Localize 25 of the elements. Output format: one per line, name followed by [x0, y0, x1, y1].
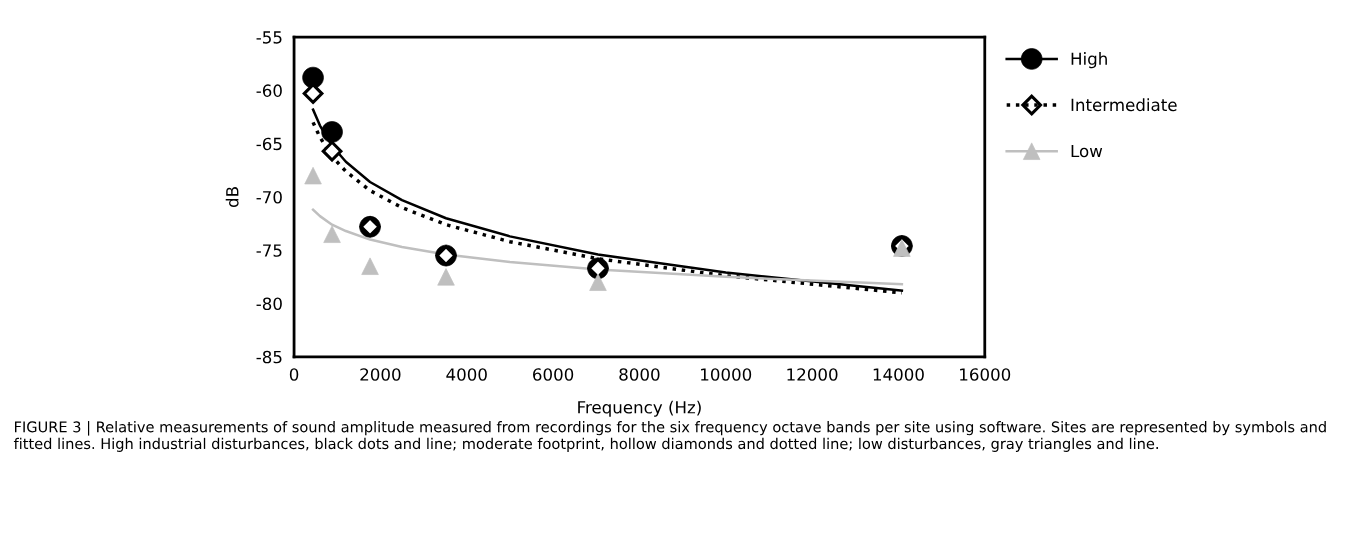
y-tick-label: -85: [256, 350, 282, 364]
y-tick-label: -70: [256, 190, 282, 204]
legend-label: Low: [1071, 144, 1103, 158]
y-tick-label: -55: [256, 31, 282, 44]
x-tick-label: 10000: [701, 368, 752, 381]
y-tick-label: -60: [256, 84, 282, 97]
line-series: [311, 208, 904, 286]
y-tick-label: -75: [256, 244, 282, 257]
x-tick-label: 6000: [533, 368, 574, 381]
y-tick-label: -65: [256, 137, 282, 151]
x-tick-label: 14000: [873, 368, 924, 381]
y-tick-label: -80: [256, 297, 282, 311]
legend-label: Intermediate: [1071, 98, 1177, 112]
x-tick-label: 2000: [360, 368, 401, 381]
x-tick-label: 0: [289, 368, 299, 381]
y-axis-title: dB: [225, 187, 239, 208]
legend-label: High: [1071, 52, 1107, 69]
x-tick-label: 4000: [446, 368, 487, 381]
x-tick-label: 12000: [787, 368, 838, 381]
point: [321, 140, 343, 162]
x-tick-label: 16000: [960, 368, 1011, 381]
point: [304, 166, 322, 185]
x-axis-title: Frequency (Hz): [578, 400, 701, 417]
caption: FIGURE 3 | Relative measurements of sound amplitude measured from recordings for the six frequency octave bands per site using software. Sites are represented by symbols and fitted lines. High industrial disturbances, black dots and line; moderate footprint, hollow diamonds and dotted line; low disturbances, gray triangles and line.: [13, 421, 1326, 452]
x-tick-label: 8000: [619, 368, 660, 381]
